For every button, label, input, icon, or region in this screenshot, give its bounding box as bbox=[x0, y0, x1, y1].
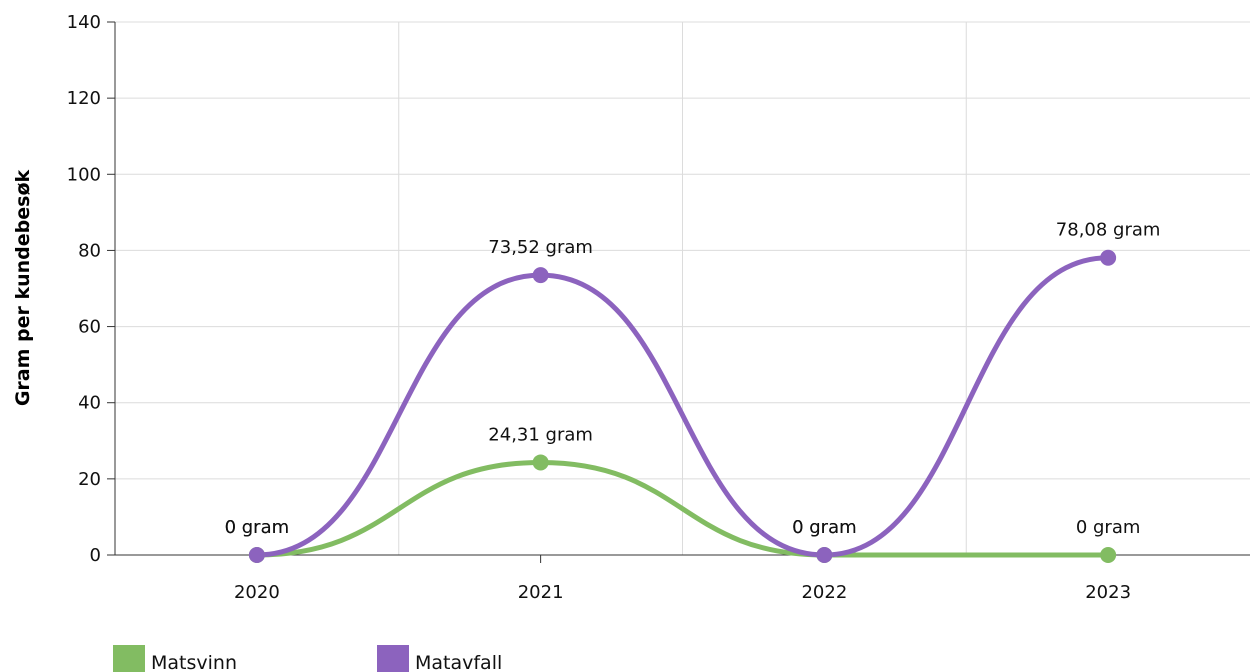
series-line-matavfall bbox=[254, 255, 1111, 558]
y-tick-label: 80 bbox=[78, 240, 101, 261]
y-tick-label: 140 bbox=[67, 12, 101, 33]
series-markers bbox=[248, 249, 1117, 563]
data-label-matsvinn: 0 gram bbox=[1076, 517, 1141, 538]
y-tick-label: 120 bbox=[67, 88, 101, 109]
y-tick-label: 60 bbox=[78, 317, 101, 338]
legend: Matsvinn Matavfall bbox=[113, 645, 502, 672]
y-tick-label: 100 bbox=[67, 164, 101, 185]
data-point-matavfall bbox=[248, 547, 265, 563]
x-tick-label: 2022 bbox=[801, 582, 847, 603]
x-tick-label: 2023 bbox=[1085, 582, 1131, 603]
x-tick-label: 2021 bbox=[518, 582, 564, 603]
y-tick-label: 0 bbox=[90, 545, 101, 566]
x-tick-label: 2020 bbox=[234, 582, 280, 603]
data-label-matavfall: 0 gram bbox=[225, 517, 290, 538]
data-point-matavfall bbox=[1100, 249, 1117, 266]
data-label-matsvinn: 24,31 gram bbox=[488, 424, 593, 445]
axes: 0 20 40 60 80 100 120 140 2020 2021 2022 2023 bbox=[67, 12, 1250, 603]
data-label-matavfall: 73,52 gram bbox=[488, 237, 593, 258]
legend-swatch-matavfall bbox=[377, 645, 409, 672]
data-label-matavfall: 78,08 gram bbox=[1056, 220, 1161, 241]
series-lines bbox=[254, 255, 1111, 558]
legend-swatch-matsvinn bbox=[113, 645, 145, 672]
data-label-matsvinn: 0 gram bbox=[225, 517, 290, 538]
legend-label-matsvinn: Matsvinn bbox=[151, 652, 237, 672]
legend-label-matavfall: Matavfall bbox=[415, 652, 502, 672]
y-tick-label: 20 bbox=[78, 469, 101, 490]
series-line-matsvinn bbox=[254, 459, 1111, 558]
y-tick-label: 40 bbox=[78, 393, 101, 414]
data-point-matavfall bbox=[816, 547, 833, 563]
grid bbox=[115, 21, 1250, 555]
data-point-matsvinn bbox=[1100, 547, 1117, 563]
data-label-matavfall: 0 gram bbox=[792, 517, 857, 538]
data-point-matsvinn bbox=[532, 454, 549, 471]
data-point-matavfall bbox=[532, 267, 549, 284]
data-label-matsvinn: 0 gram bbox=[792, 517, 857, 538]
y-axis-title: Gram per kundebesøk bbox=[12, 169, 34, 406]
